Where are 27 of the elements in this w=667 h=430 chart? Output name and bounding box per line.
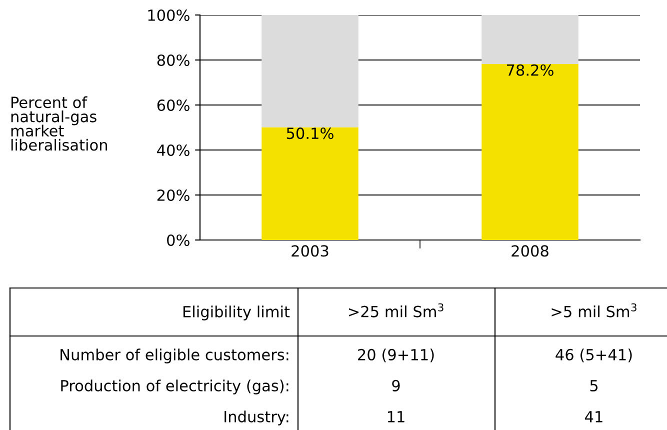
y-tick-label: 0% [167,234,190,246]
bar [482,15,578,64]
x-tick-label: 2008 [512,245,548,257]
bar [262,15,358,128]
text: 41 [585,411,602,422]
text: 9 [392,380,400,392]
text: 20 (9+11) [358,348,434,362]
y-tick-label: 60% [157,99,190,112]
text: Number of eligible customers: [60,348,288,364]
bar [262,127,358,240]
bar [482,64,578,240]
y-tick-label: 20% [157,189,190,202]
data-label: 50.1% [286,128,334,140]
x-tick-label: 2003 [292,245,328,257]
text: 46 (5+41) [556,348,632,362]
y-tick-label: 40% [157,144,190,156]
text: Eligibility limit [183,306,290,320]
text: 5 [590,380,598,392]
text: >5 mil Sm$^{3}$ [552,303,636,318]
data-label: 78.2% [506,64,554,76]
y-tick-label: 100% [148,9,190,22]
text: >25 mil Sm$^{3}$ [348,303,444,318]
text: Industry: [224,410,288,426]
text: 11 [388,411,404,422]
y-axis-title: Percent of natural-gas market liberalisation [11,96,108,151]
y-tick-label: 80% [157,54,190,66]
text: Production of electricity (gas): [61,380,288,394]
